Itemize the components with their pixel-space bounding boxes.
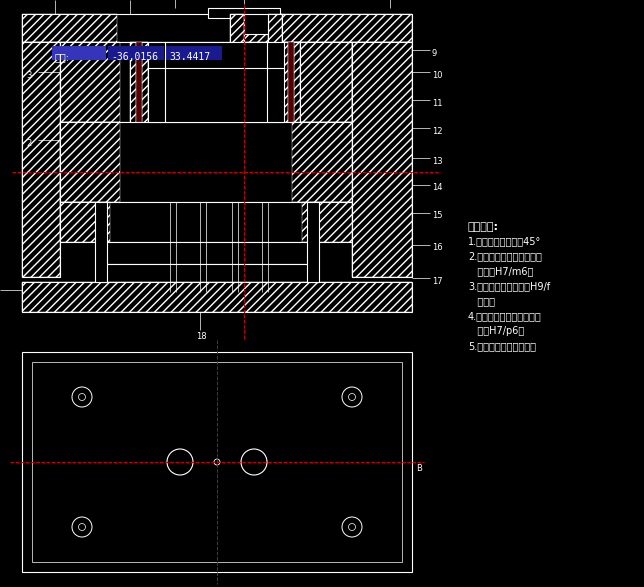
Bar: [32, 362, 402, 562]
Bar: [282, 42, 300, 272]
Bar: [292, 122, 352, 202]
Bar: [268, 14, 282, 58]
Bar: [352, 42, 412, 277]
Bar: [302, 202, 352, 242]
Bar: [60, 122, 352, 202]
Bar: [208, 8, 280, 18]
Bar: [22, 352, 412, 572]
Bar: [230, 14, 244, 58]
Text: 命令:: 命令:: [55, 52, 70, 62]
Bar: [240, 14, 412, 42]
Bar: [60, 122, 120, 202]
Text: 3: 3: [26, 70, 32, 79]
Bar: [60, 202, 352, 242]
Text: 2.浇口套与定模具板采用过: 2.浇口套与定模具板采用过: [468, 251, 542, 261]
Text: 17: 17: [432, 276, 442, 285]
Bar: [230, 14, 244, 58]
Text: B: B: [416, 464, 422, 473]
Bar: [282, 42, 288, 272]
Bar: [60, 202, 110, 242]
Bar: [22, 282, 412, 312]
Bar: [148, 42, 284, 122]
Bar: [294, 42, 300, 272]
Bar: [22, 282, 412, 312]
Text: 9: 9: [432, 49, 437, 58]
Bar: [60, 42, 120, 122]
Bar: [268, 14, 282, 58]
Text: 14: 14: [432, 184, 442, 193]
Bar: [352, 42, 412, 277]
Bar: [22, 42, 60, 277]
Bar: [136, 42, 142, 272]
Text: 13: 13: [432, 157, 442, 166]
Bar: [166, 46, 222, 60]
Bar: [100, 242, 312, 264]
Bar: [130, 42, 148, 272]
Bar: [95, 202, 107, 282]
Text: 33.4417: 33.4417: [169, 52, 210, 62]
Text: 16: 16: [432, 244, 442, 252]
Bar: [288, 42, 294, 272]
Bar: [292, 42, 352, 122]
Bar: [142, 42, 148, 272]
Text: 配合H7/p6。: 配合H7/p6。: [468, 326, 524, 336]
Bar: [108, 46, 164, 60]
Bar: [60, 42, 352, 122]
Text: 11: 11: [432, 99, 442, 107]
Bar: [52, 46, 106, 60]
Text: 3.浇口套与定位圈采用H9/f: 3.浇口套与定位圈采用H9/f: [468, 281, 550, 291]
Text: 1.模板外缘倒角均为45°: 1.模板外缘倒角均为45°: [468, 236, 541, 246]
Text: -36.0156: -36.0156: [111, 52, 158, 62]
Text: 配合。: 配合。: [468, 296, 495, 306]
Text: 10: 10: [432, 70, 442, 79]
Text: 技术要求:: 技术要求:: [468, 222, 499, 232]
Text: 18: 18: [196, 332, 207, 341]
Bar: [100, 264, 312, 282]
Bar: [130, 42, 136, 272]
Text: 4.型芯与动模板间采用过盈: 4.型芯与动模板间采用过盈: [468, 311, 542, 321]
Bar: [22, 14, 412, 42]
Text: 5.模具注塑前必须加热。: 5.模具注塑前必须加热。: [468, 341, 536, 351]
Text: 15: 15: [432, 211, 442, 221]
Text: 度配合H7/m6。: 度配合H7/m6。: [468, 266, 533, 276]
Bar: [307, 202, 319, 282]
Text: 2: 2: [26, 139, 32, 147]
Bar: [22, 14, 117, 42]
Text: 12: 12: [432, 127, 442, 136]
Bar: [244, 14, 268, 34]
Bar: [22, 42, 60, 277]
